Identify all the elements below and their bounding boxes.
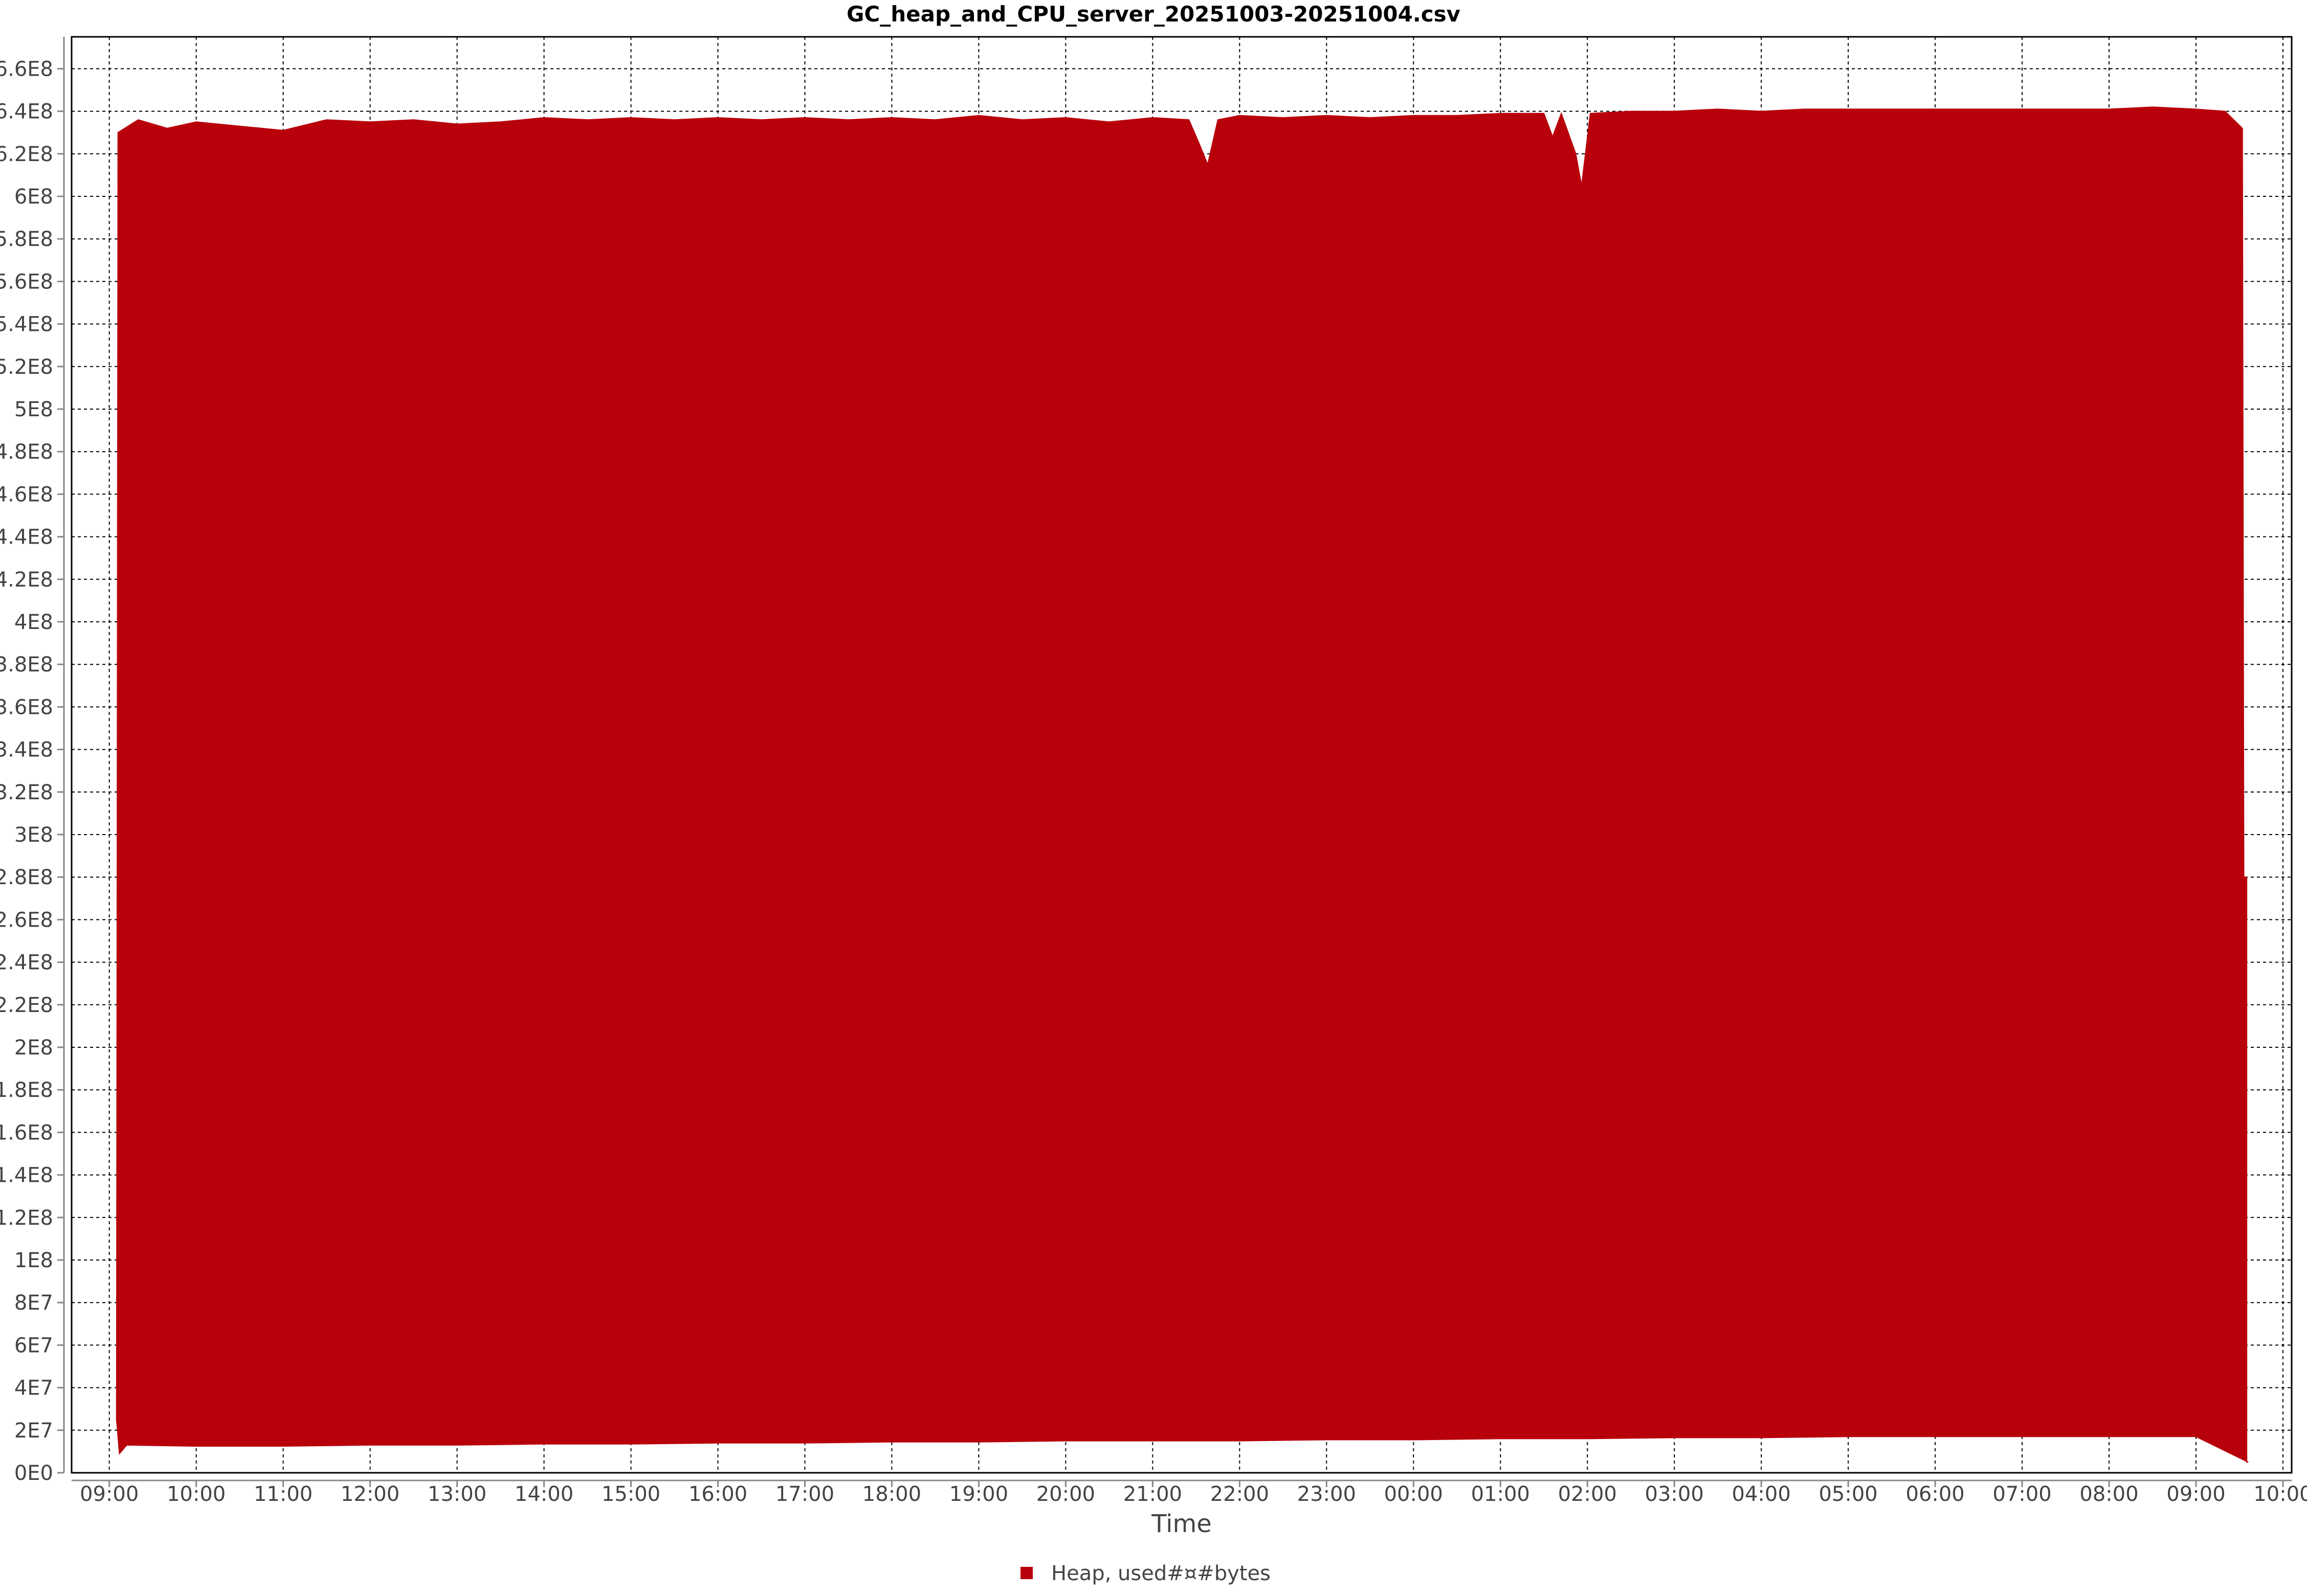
x-tick-label: 23:00	[1297, 1482, 1356, 1506]
y-tick-label: 2.4E8	[0, 951, 53, 975]
x-tick-label: 10:00	[167, 1482, 226, 1506]
x-tick-label: 09:00	[80, 1482, 139, 1506]
x-tick-label: 07:00	[1992, 1482, 2051, 1506]
legend: Heap, used#¤#bytes	[1021, 1562, 1271, 1585]
legend-swatch	[1021, 1567, 1033, 1579]
y-tick-label: 5.8E8	[0, 228, 53, 251]
x-tick-label: 19:00	[949, 1482, 1008, 1506]
y-tick-label: 3.2E8	[0, 781, 53, 804]
x-tick-label: 22:00	[1210, 1482, 1269, 1506]
y-tick-label: 2E8	[14, 1036, 53, 1060]
y-tick-label: 2E7	[14, 1419, 53, 1443]
y-tick-label: 6.2E8	[0, 143, 53, 166]
legend-label: Heap, used#¤#bytes	[1051, 1562, 1271, 1585]
y-tick-label: 4.8E8	[0, 440, 53, 464]
y-tick-label: 1.6E8	[0, 1121, 53, 1144]
y-tick-label: 5.2E8	[0, 355, 53, 379]
y-tick-label: 1.4E8	[0, 1164, 53, 1187]
y-tick-label: 4.2E8	[0, 568, 53, 592]
y-tick-label: 4.6E8	[0, 483, 53, 506]
y-axis-ticks: 0E0 2E7 4E7 6E7 8E7 1E8 1.2E8 1.4E8 1.6E8 1.8E8 2E…	[0, 57, 64, 1485]
y-tick-label: 1E8	[14, 1249, 53, 1272]
y-tick-label: 4.4E8	[0, 526, 53, 549]
x-tick-label: 18:00	[862, 1482, 921, 1506]
x-tick-label: 09:00	[2166, 1482, 2225, 1506]
y-tick-label: 6.4E8	[0, 100, 53, 124]
x-tick-label: 20:00	[1036, 1482, 1095, 1506]
x-tick-label: 08:00	[2079, 1482, 2138, 1506]
x-tick-label: 14:00	[515, 1482, 573, 1506]
y-tick-label: 5.4E8	[0, 313, 53, 336]
chart-title: GC_heap_and_CPU_server_20251003-20251004…	[847, 2, 1460, 27]
x-tick-label: 15:00	[602, 1482, 660, 1506]
x-tick-label: 13:00	[428, 1482, 486, 1506]
x-tick-label: 01:00	[1471, 1482, 1530, 1506]
y-tick-label: 1.8E8	[0, 1078, 53, 1102]
y-tick-label: 2.2E8	[0, 994, 53, 1017]
x-tick-label: 00:00	[1384, 1482, 1443, 1506]
y-tick-label: 3.4E8	[0, 738, 53, 762]
x-tick-label: 10:00	[2253, 1482, 2307, 1506]
y-tick-label: 4E8	[14, 611, 53, 634]
x-tick-label: 03:00	[1645, 1482, 1704, 1506]
y-tick-label: 6E8	[14, 185, 53, 209]
x-axis-label: Time	[1151, 1510, 1211, 1538]
x-tick-label: 21:00	[1123, 1482, 1182, 1506]
y-tick-label: 2.8E8	[0, 866, 53, 889]
x-tick-label: 06:00	[1905, 1482, 1964, 1506]
y-tick-label: 3E8	[14, 823, 53, 847]
y-tick-label: 5.6E8	[0, 270, 53, 294]
y-tick-label: 4E7	[14, 1377, 53, 1400]
heap-used-area	[116, 106, 2249, 1463]
heap-series	[116, 106, 2249, 1463]
plot-border	[71, 36, 2293, 1474]
x-tick-label: 16:00	[689, 1482, 747, 1506]
y-tick-label: 1.2E8	[0, 1206, 53, 1230]
y-tick-label: 6E7	[14, 1334, 53, 1357]
y-tick-label: 0E0	[14, 1462, 53, 1485]
y-tick-label: 5E8	[14, 398, 53, 421]
y-tick-label: 8E7	[14, 1291, 53, 1315]
x-tick-label: 05:00	[1818, 1482, 1877, 1506]
y-tick-label: 2.6E8	[0, 908, 53, 932]
x-axis-ticks: 09:00 10:00 11:00 12:00 13:00 14:00 15:00 16:00…	[80, 1480, 2307, 1506]
x-tick-label: 04:00	[1732, 1482, 1791, 1506]
x-tick-label: 11:00	[254, 1482, 313, 1506]
x-tick-label: 02:00	[1558, 1482, 1617, 1506]
y-tick-label: 3.6E8	[0, 695, 53, 719]
x-tick-label: 17:00	[775, 1482, 834, 1506]
y-tick-label: 6.6E8	[0, 57, 53, 81]
x-tick-label: 12:00	[341, 1482, 400, 1506]
y-tick-label: 3.8E8	[0, 653, 53, 677]
